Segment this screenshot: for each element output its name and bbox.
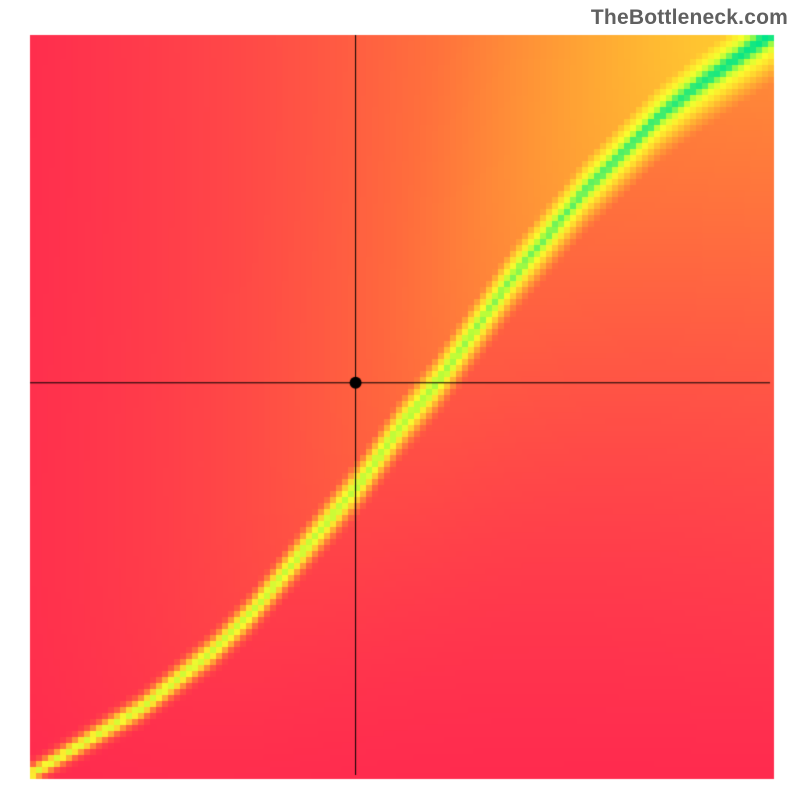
watermark-text: TheBottleneck.com — [591, 6, 788, 30]
chart-container: TheBottleneck.com — [0, 0, 800, 800]
heatmap-canvas — [0, 0, 800, 800]
